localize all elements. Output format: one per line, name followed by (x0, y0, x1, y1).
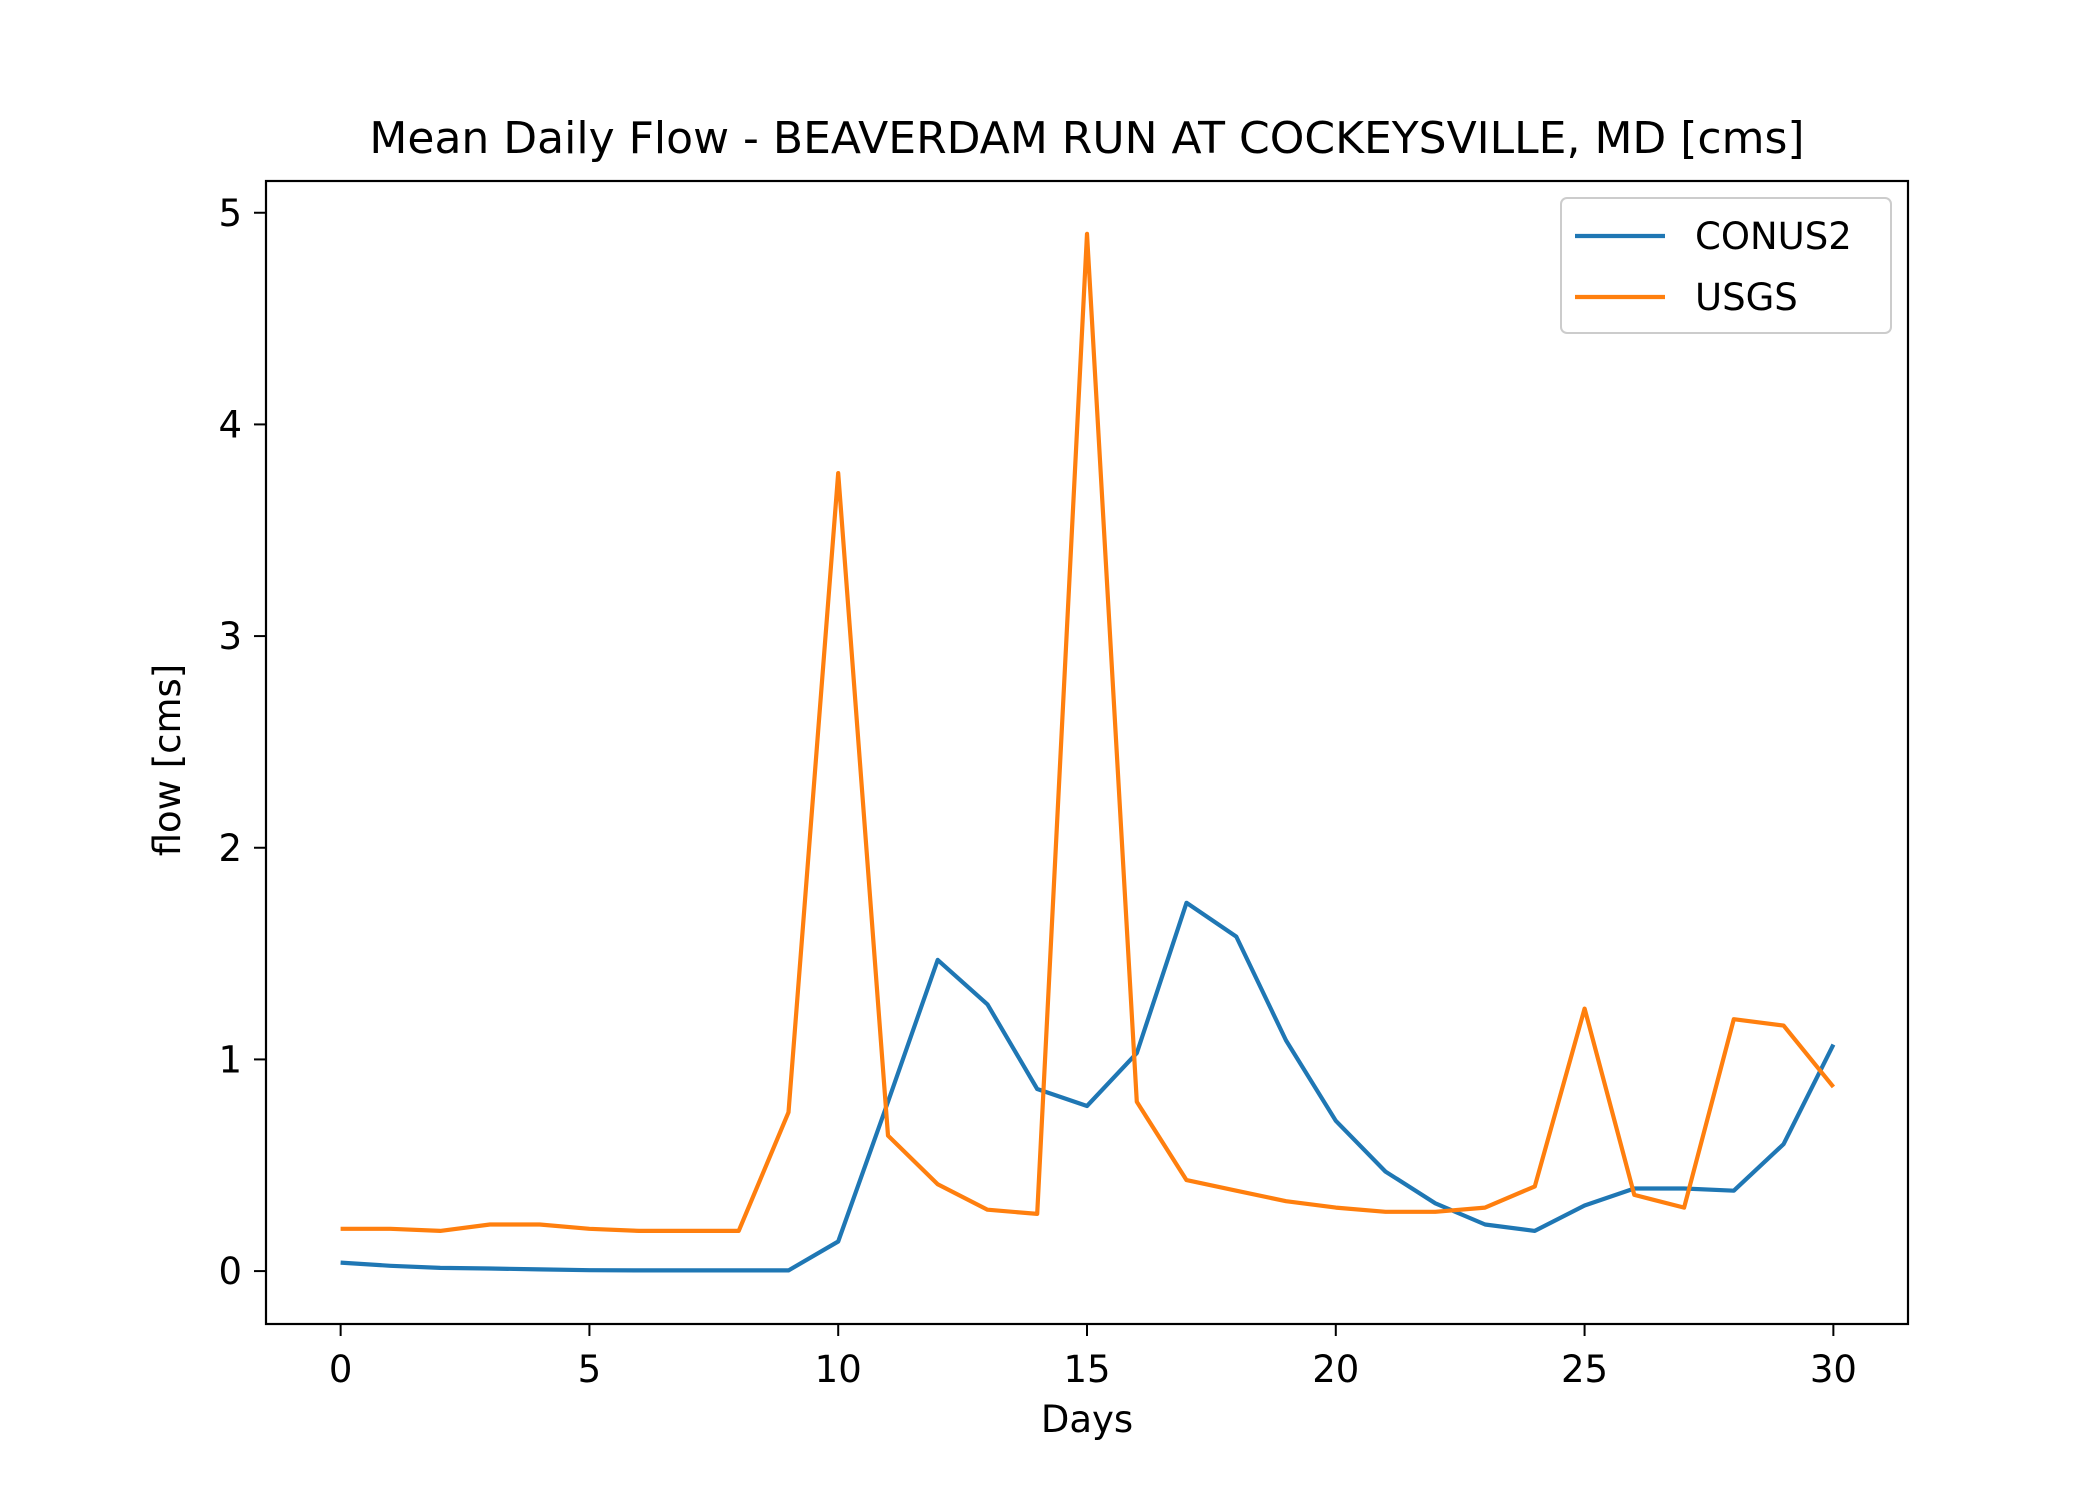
x-tick-label: 30 (1810, 1348, 1857, 1391)
x-tick-label: 5 (578, 1348, 602, 1391)
y-axis-label: flow [cms] (146, 664, 189, 857)
legend: CONUS2 USGS (1560, 197, 1892, 334)
y-tick-label: 0 (218, 1250, 242, 1293)
x-tick-label: 15 (1063, 1348, 1110, 1391)
chart-title: Mean Daily Flow - BEAVERDAM RUN AT COCKE… (369, 113, 1804, 164)
legend-label: CONUS2 (1695, 215, 1852, 258)
y-tick-label: 4 (218, 403, 242, 446)
y-tick-label: 5 (218, 192, 242, 235)
legend-label: USGS (1695, 276, 1798, 319)
x-tick-label: 25 (1561, 1348, 1608, 1391)
x-axis-label: Days (1041, 1398, 1133, 1441)
series-line-conus2 (340, 900, 1836, 1273)
y-tick-label: 1 (218, 1038, 242, 1081)
y-tick-label: 3 (218, 615, 242, 658)
series-line-usgs (340, 231, 1836, 1234)
x-tick-label: 10 (815, 1348, 862, 1391)
x-tick-label: 20 (1312, 1348, 1359, 1391)
x-tick-label: 0 (329, 1348, 353, 1391)
plot-area: 0 5 10 15 20 25 30 0 1 2 3 4 5 (218, 179, 1910, 1391)
legend-box (1560, 197, 1892, 334)
y-tick-label: 2 (218, 827, 242, 870)
